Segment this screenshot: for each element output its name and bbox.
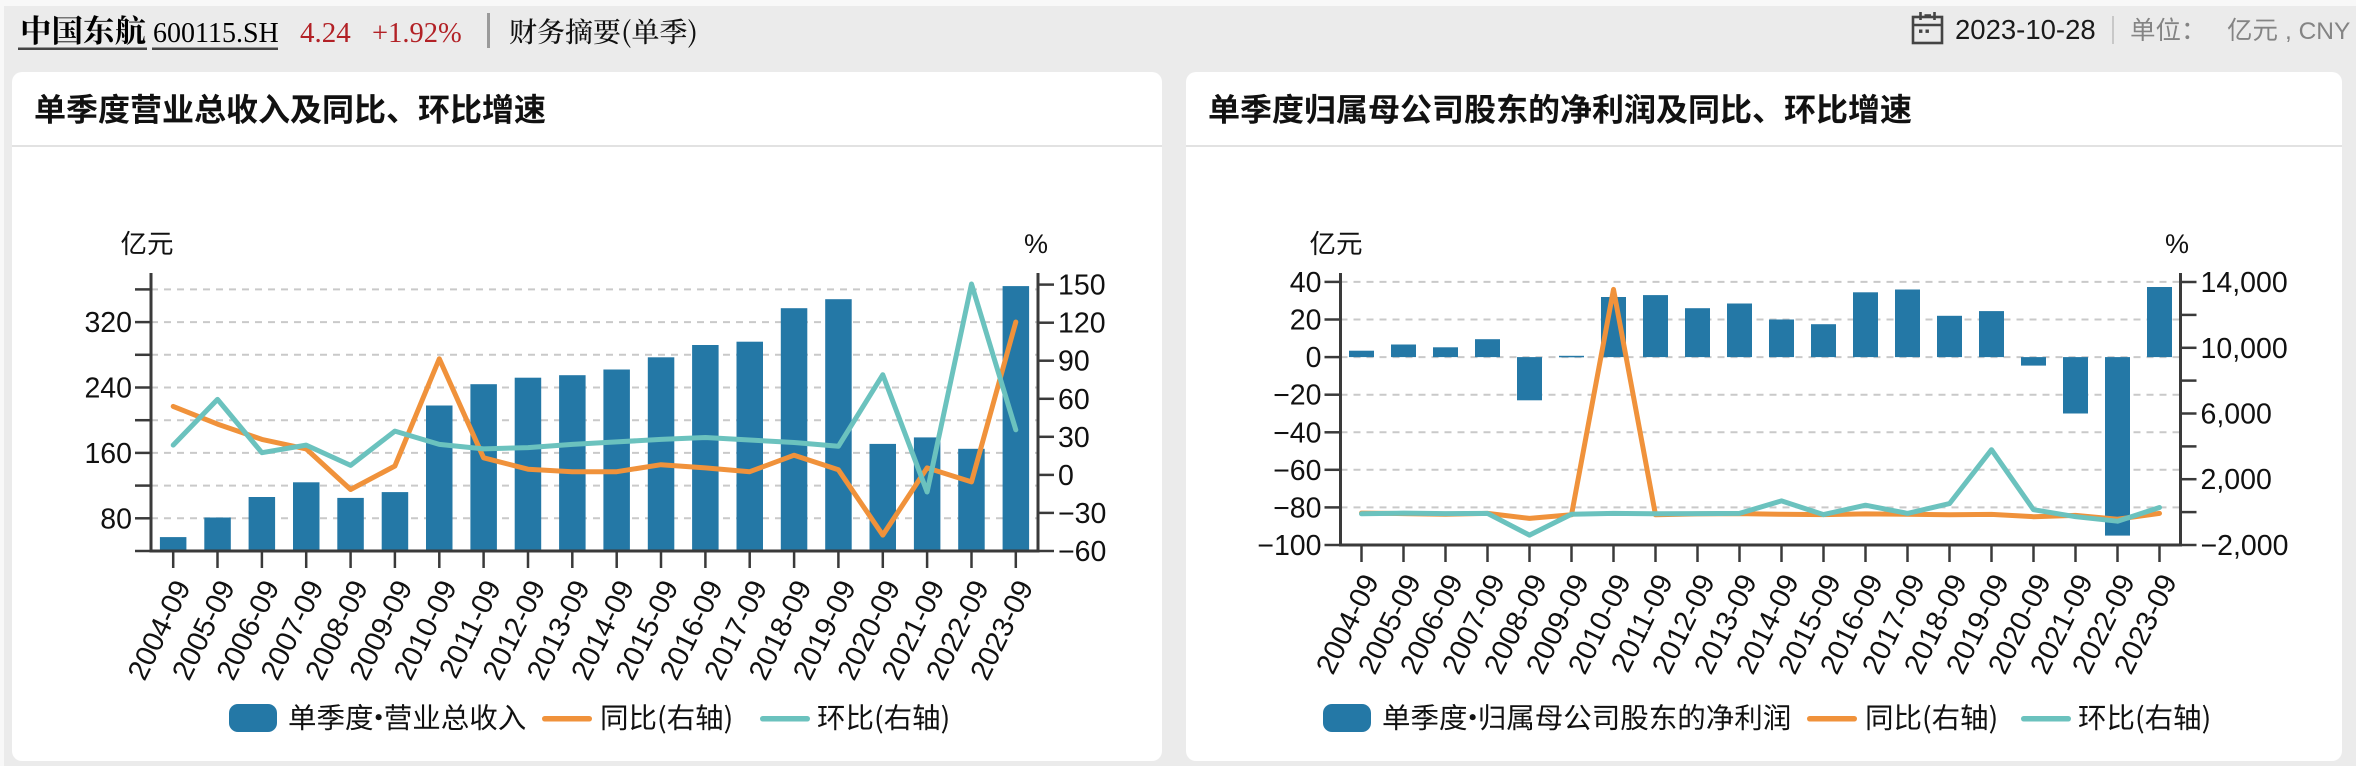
svg-text:−2,000: −2,000 (2201, 530, 2289, 562)
svg-text:%: % (1024, 229, 1048, 259)
svg-text:120: 120 (1058, 308, 1106, 340)
svg-text:−100: −100 (1257, 530, 1321, 562)
svg-text:60: 60 (1058, 384, 1090, 416)
svg-text:%: % (2165, 229, 2189, 259)
svg-text:4.24: 4.24 (300, 17, 351, 49)
svg-text:+1.92%: +1.92% (372, 18, 462, 49)
svg-text:−20: −20 (1273, 380, 1321, 412)
svg-text:−60: −60 (1273, 455, 1321, 487)
svg-text:−30: −30 (1058, 498, 1106, 530)
svg-text:14,000: 14,000 (2201, 267, 2288, 299)
svg-text:−80: −80 (1273, 492, 1321, 524)
svg-text:150: 150 (1058, 270, 1106, 302)
svg-text:30: 30 (1058, 422, 1090, 454)
svg-text:0: 0 (1058, 460, 1074, 492)
svg-text:2023-10-28: 2023-10-28 (1955, 14, 2096, 45)
svg-text:80: 80 (100, 503, 132, 535)
svg-text:10,000: 10,000 (2201, 333, 2288, 365)
svg-text:−40: −40 (1273, 417, 1321, 449)
svg-text:20: 20 (1290, 305, 1322, 337)
svg-text:40: 40 (1290, 267, 1322, 299)
svg-text:240: 240 (84, 373, 132, 405)
svg-text:320: 320 (84, 307, 132, 339)
svg-text:, CNY: , CNY (2285, 18, 2350, 45)
svg-text:−60: −60 (1058, 536, 1106, 568)
svg-text:160: 160 (84, 438, 132, 470)
svg-text:90: 90 (1058, 346, 1090, 378)
svg-text:600115.SH: 600115.SH (153, 18, 279, 49)
svg-text:0: 0 (1306, 342, 1322, 374)
svg-text:2,000: 2,000 (2201, 464, 2272, 496)
svg-text:6,000: 6,000 (2201, 399, 2272, 431)
